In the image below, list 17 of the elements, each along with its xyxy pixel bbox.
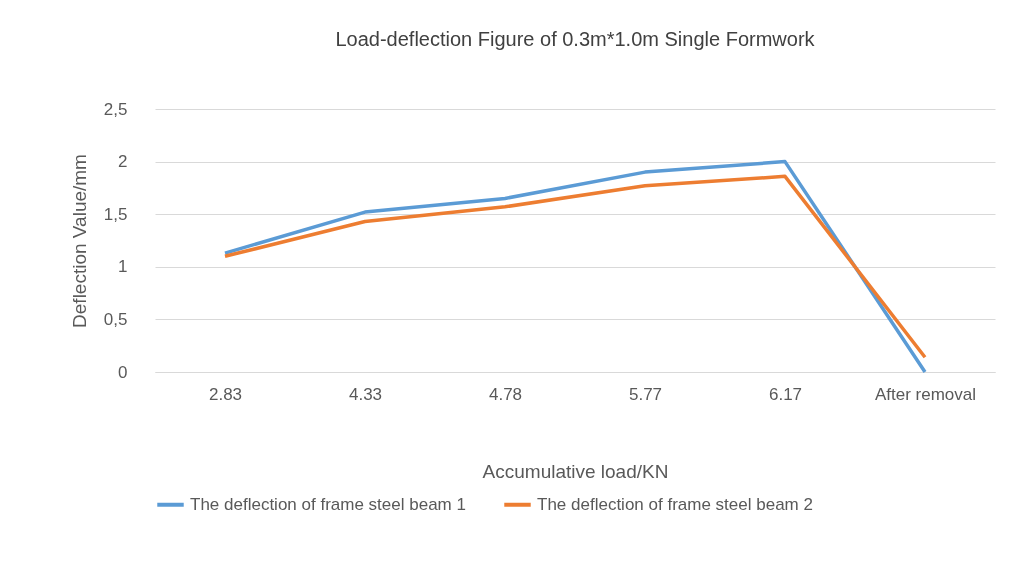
x-tick-label: 5.77 (628, 384, 663, 404)
y-tick-label: 2,5 (103, 99, 128, 119)
y-axis-title: Deflection Value/mm (68, 154, 90, 328)
x-tick-label: 6.17 (768, 384, 803, 404)
x-tick-label: 4.78 (488, 384, 523, 404)
y-tick-label: 2 (118, 152, 128, 172)
x-tick-label: After removal (874, 384, 977, 404)
x-tick-label: 4.33 (348, 384, 383, 404)
x-axis-title: Accumulative load/KN (482, 460, 669, 482)
chart-title: Load-deflection Figure of 0.3m*1.0m Single Formwork (335, 28, 816, 50)
x-tick-label: 2.83 (208, 384, 243, 404)
y-tick-label: 0,5 (103, 309, 128, 329)
legend-label: The deflection of frame steel beam 1 (190, 494, 466, 514)
y-tick-label: 1 (118, 257, 128, 277)
legend-label: The deflection of frame steel beam 2 (537, 494, 813, 514)
y-tick-label: 1,5 (103, 204, 128, 224)
y-tick-label: 0 (118, 362, 128, 382)
